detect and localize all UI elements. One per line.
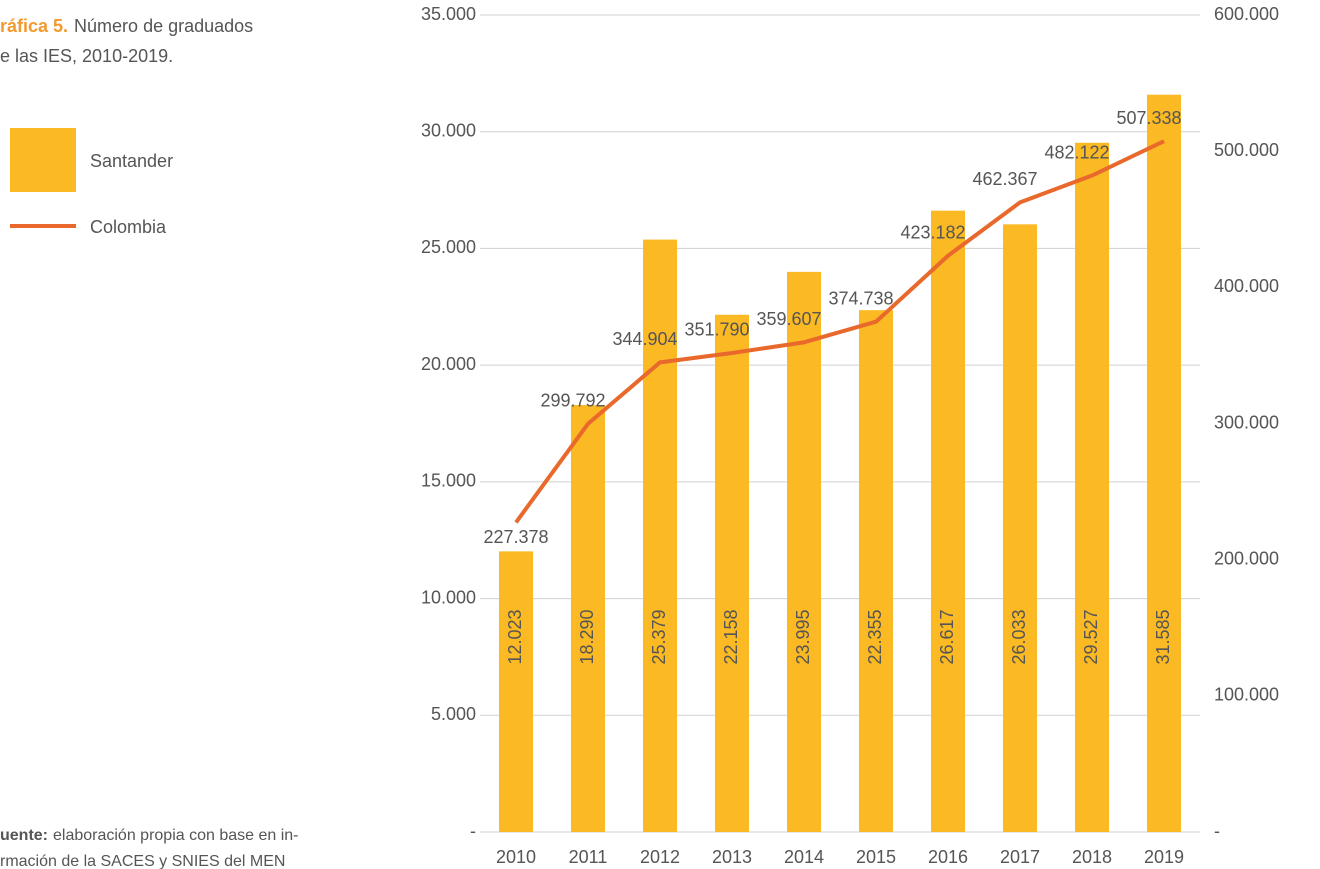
y-tick-label: 30.000 — [421, 120, 476, 140]
bar — [571, 405, 605, 832]
y2-tick-label: 200.000 — [1214, 548, 1279, 568]
source-line2: rmación de la SACES y SNIES del MEN — [0, 853, 285, 869]
legend-label: Santander — [90, 151, 173, 171]
chart-title: ráfica 5. Número de graduados — [0, 16, 253, 36]
y2-tick-label: - — [1214, 821, 1220, 841]
x-tick-label: 2019 — [1144, 847, 1184, 867]
x-tick-label: 2014 — [784, 847, 824, 867]
y-tick-label: 20.000 — [421, 354, 476, 374]
line-label: 299.792 — [540, 391, 605, 411]
line-label: 482.122 — [1044, 142, 1109, 162]
bar — [787, 271, 821, 832]
legend-label: Colombia — [90, 217, 167, 237]
x-tick-label: 2013 — [712, 847, 752, 867]
bar-label: 23.995 — [793, 609, 813, 664]
bar-label: 25.379 — [649, 609, 669, 664]
y-tick-label: 10.000 — [421, 587, 476, 607]
title-label: ráfica 5. — [0, 16, 68, 36]
line-label: 507.338 — [1116, 108, 1181, 128]
bar-label: 26.033 — [1009, 609, 1029, 664]
bar-label: 22.355 — [865, 609, 885, 664]
bar-label: 22.158 — [721, 609, 741, 664]
line-label: 344.904 — [612, 329, 677, 349]
x-tick-label: 2017 — [1000, 847, 1040, 867]
legend-swatch — [10, 128, 76, 192]
line-label: 351.790 — [684, 320, 749, 340]
x-tick-label: 2011 — [569, 847, 608, 867]
bar-label: 12.023 — [505, 609, 525, 664]
x-tick-label: 2018 — [1072, 847, 1112, 867]
line — [514, 139, 1165, 524]
bar — [859, 310, 893, 833]
y-tick-label: 25.000 — [421, 237, 476, 257]
y-tick-label: 15.000 — [421, 471, 476, 491]
line-label: 462.367 — [972, 169, 1037, 189]
title: Número de graduados — [74, 16, 253, 36]
bar-label: 18.290 — [577, 609, 597, 664]
y-tick-label: 5.000 — [431, 704, 476, 724]
x-tick-label: 2012 — [640, 847, 680, 867]
y2-tick-label: 500.000 — [1214, 140, 1279, 160]
bar — [1147, 94, 1181, 832]
y2-tick-label: 300.000 — [1214, 412, 1279, 432]
x-tick-label: 2010 — [496, 847, 536, 867]
line-label: 359.607 — [756, 309, 821, 329]
source: uente: elaboración propia con base en in- — [0, 827, 299, 844]
x-tick-label: 2016 — [928, 847, 968, 867]
source-label: uente: — [0, 827, 48, 844]
line-label: 227.378 — [483, 527, 548, 547]
bar — [715, 314, 749, 832]
bar-label: 29.527 — [1081, 609, 1101, 664]
bar-label: 26.617 — [937, 609, 957, 664]
y2-tick-label: 400.000 — [1214, 276, 1279, 296]
bar — [643, 239, 677, 832]
bar — [1075, 142, 1109, 832]
x-tick-label: 2015 — [856, 847, 896, 867]
y-tick-label: - — [470, 821, 476, 841]
source-text: elaboración propia con base en in- — [53, 827, 299, 844]
line-label: 423.182 — [900, 223, 965, 243]
bar — [499, 551, 533, 832]
y-tick-label: 35.000 — [421, 4, 476, 24]
bar — [931, 210, 965, 832]
bar — [1003, 224, 1037, 832]
bar-label: 31.585 — [1153, 609, 1173, 664]
y2-tick-label: 600.000 — [1214, 4, 1279, 24]
y2-tick-label: 100.000 — [1214, 685, 1279, 705]
line-label: 374.738 — [828, 288, 893, 308]
subtitle: e las IES, 2010-2019. — [0, 46, 173, 66]
